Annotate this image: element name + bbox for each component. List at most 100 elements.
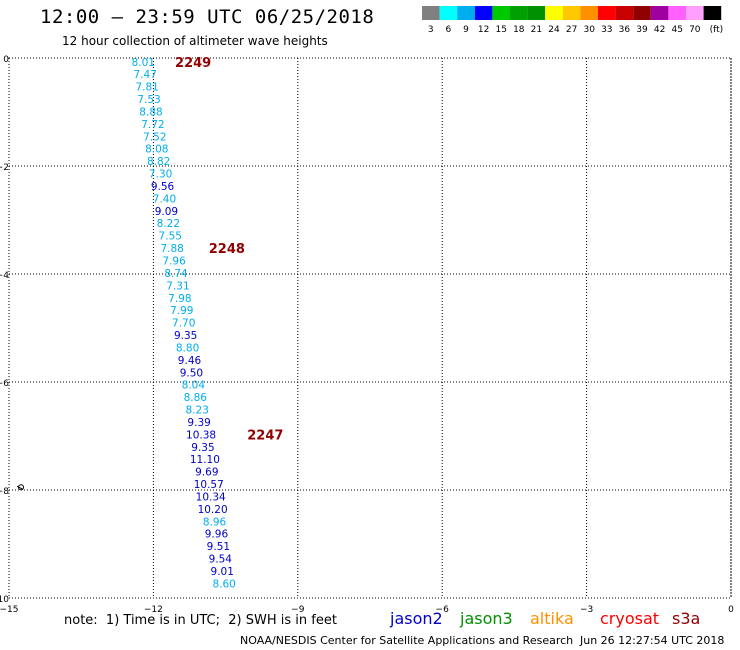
color-scale-label: 45 — [671, 25, 682, 35]
timestamp-text: Jun 26 12:27:54 UTC 2018 — [580, 634, 725, 647]
chart-subtitle: 12 hour collection of altimeter wave hei… — [62, 34, 328, 48]
color-scale-label: 33 — [601, 25, 612, 35]
wave-height-value: 8.86 — [184, 392, 208, 404]
wave-height-value: 10.38 — [186, 429, 216, 441]
wave-height-value: 10.34 — [196, 491, 226, 503]
color-scale-swatch — [545, 6, 563, 20]
color-scale-legend: 3 6 9 12 15 18 21 24 27 30 33 36 39 42 45 70 (ft) — [422, 6, 723, 35]
wave-height-value: 9.39 — [187, 417, 210, 429]
color-scale-swatch — [580, 6, 598, 20]
y-tick-label: 0 — [3, 55, 9, 65]
color-scale-label: (ft) — [710, 25, 724, 35]
color-scale-swatch — [527, 6, 546, 20]
wave-height-value: 9.46 — [178, 355, 202, 367]
color-scale-swatch — [615, 6, 634, 20]
mission-cryosat: cryosat — [600, 609, 660, 628]
grid-lines — [8, 57, 732, 599]
wave-height-value: 8.23 — [186, 405, 209, 417]
wave-height-value: 7.98 — [168, 293, 191, 305]
wave-height-value: 8.04 — [182, 380, 206, 392]
wave-height-value: 10.20 — [198, 504, 228, 516]
color-scale-label: 21 — [531, 25, 542, 35]
color-scale-label: 9 — [463, 25, 469, 35]
y-tick-label: −4 — [0, 271, 9, 281]
plot-border — [8, 57, 732, 599]
wave-height-value: 7.40 — [153, 193, 176, 205]
wave-height-value: 7.53 — [137, 94, 160, 106]
wave-height-value: 9.35 — [191, 442, 214, 454]
color-scale-swatch — [510, 6, 528, 20]
wave-height-value: 8.22 — [157, 218, 180, 230]
wave-height-value: 9.54 — [209, 554, 233, 566]
wave-height-value: 7.55 — [159, 231, 182, 243]
color-scale-swatch — [633, 6, 651, 20]
time-label: 2248 — [209, 242, 245, 257]
x-tick-label: −12 — [144, 605, 163, 615]
color-scale-label: 42 — [654, 25, 665, 35]
wave-height-value: 9.01 — [211, 566, 234, 578]
color-scale-label: 6 — [446, 25, 452, 35]
color-scale-swatch — [703, 6, 722, 20]
color-scale-swatch — [598, 6, 616, 20]
wave-height-value: 8.82 — [147, 156, 170, 168]
time-label: 2247 — [247, 428, 283, 443]
y-tick-label: −10 — [0, 595, 9, 605]
color-scale-label: 24 — [548, 25, 560, 35]
wave-height-points: 8.017.477.817.538.887.727.528.088.827.30… — [16, 57, 236, 590]
color-scale-swatch — [457, 6, 475, 20]
wave-height-value: 8.60 — [212, 578, 235, 590]
x-tick-label: −6 — [436, 605, 450, 615]
wave-height-value: 9.09 — [155, 206, 178, 218]
chart-title: 12:00 – 23:59 UTC 06/25/2018 — [40, 6, 375, 28]
time-label: 2249 — [175, 56, 211, 71]
wave-height-value: 7.81 — [135, 82, 158, 94]
wave-height-value: 8.96 — [203, 516, 227, 528]
color-scale-label: 18 — [513, 25, 525, 35]
wave-height-value: 11.10 — [190, 454, 220, 466]
wave-height-value: 7.30 — [149, 169, 172, 181]
color-scale-swatch — [474, 6, 493, 20]
wave-height-value: 7.96 — [162, 256, 186, 268]
color-scale-swatch — [562, 6, 581, 20]
wave-height-value: 9.96 — [205, 529, 229, 541]
wave-height-value: 8.01 — [132, 57, 155, 69]
color-scale-label: 39 — [636, 25, 648, 35]
mission-jason2: jason2 — [390, 609, 443, 628]
axis-ticks: −15 −12 −9 −6 −3 0 0 −2 −4 −6 −8 −10 — [0, 55, 734, 615]
color-scale-swatch — [439, 6, 458, 20]
wave-height-value: 9.69 — [195, 467, 218, 479]
wave-height-value: 7.88 — [160, 243, 183, 255]
color-scale-label: 3 — [428, 25, 434, 35]
color-scale-label: 27 — [566, 25, 577, 35]
color-scale-label: 30 — [583, 25, 595, 35]
wave-height-value: 9.51 — [207, 541, 230, 553]
time-labels: 2249 2248 2247 — [175, 56, 283, 444]
wave-height-value: 9.50 — [180, 367, 203, 379]
color-scale-swatch — [668, 6, 686, 20]
wave-height-value: 8.08 — [145, 144, 168, 156]
wave-height-value: 8.80 — [176, 342, 199, 354]
wave-height-value: 8.88 — [139, 106, 162, 118]
location-marker-tick — [16, 485, 24, 490]
y-tick-label: −6 — [0, 379, 9, 389]
wave-height-value: 7.52 — [143, 131, 166, 143]
credit-text: NOAA/NESDIS Center for Satellite Applica… — [240, 634, 574, 647]
wave-height-value: 7.70 — [172, 318, 195, 330]
y-tick-label: −2 — [0, 163, 9, 173]
x-tick-label: −15 — [0, 605, 19, 615]
color-scale-label: 12 — [478, 25, 489, 35]
mission-jason3: jason3 — [460, 609, 513, 628]
wave-height-value: 7.47 — [134, 69, 157, 81]
mission-altika: altika — [530, 609, 574, 628]
x-tick-label: −9 — [291, 605, 305, 615]
color-scale-label: 15 — [495, 25, 506, 35]
wave-height-value: 10.57 — [194, 479, 224, 491]
y-tick-label: −8 — [0, 487, 9, 497]
wave-height-value: 9.35 — [174, 330, 197, 342]
x-tick-label: 0 — [728, 605, 734, 615]
wave-height-value: 7.31 — [166, 280, 189, 292]
wave-height-value: 7.99 — [170, 305, 193, 317]
color-scale-swatch — [492, 6, 510, 20]
wave-height-value: 7.72 — [141, 119, 164, 131]
